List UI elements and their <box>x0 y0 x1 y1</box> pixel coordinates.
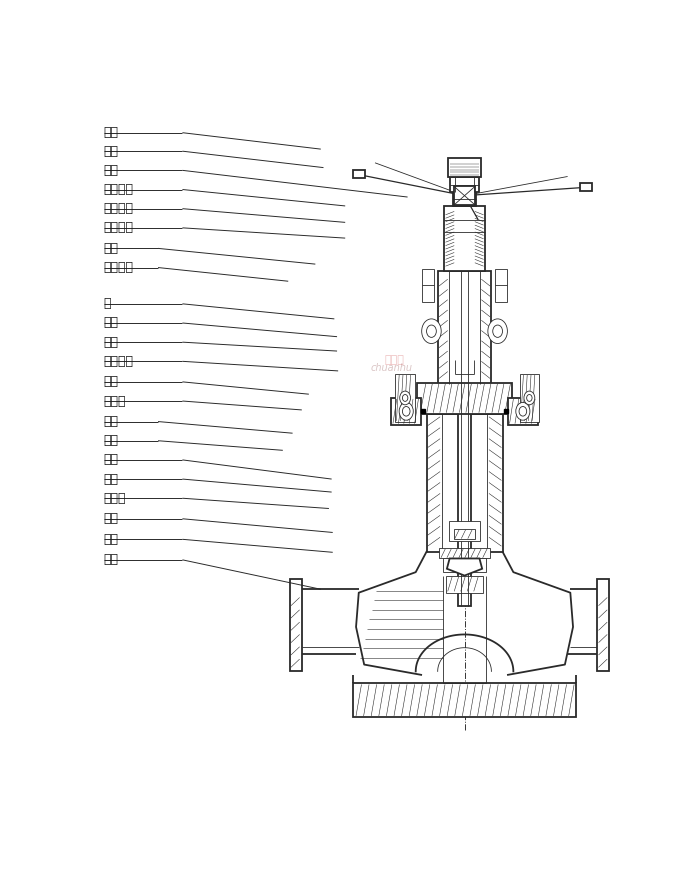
Bar <box>453 192 477 206</box>
Circle shape <box>399 403 413 420</box>
Text: 垫片: 垫片 <box>104 145 119 157</box>
Bar <box>439 549 490 558</box>
Bar <box>496 268 508 301</box>
Text: 阀体: 阀体 <box>104 553 119 566</box>
Bar <box>444 206 484 271</box>
Text: 活节螺栓: 活节螺栓 <box>104 261 134 274</box>
Text: 螺母: 螺母 <box>104 126 119 140</box>
Text: 手轮: 手轮 <box>104 164 119 177</box>
Bar <box>438 271 491 384</box>
Text: 阀盖: 阀盖 <box>104 375 119 388</box>
Bar <box>449 521 480 541</box>
Circle shape <box>493 325 503 337</box>
Bar <box>519 373 539 422</box>
Text: 阀杆螺母: 阀杆螺母 <box>104 183 134 196</box>
Text: 螺柱: 螺柱 <box>104 434 119 447</box>
Bar <box>391 397 421 425</box>
Circle shape <box>402 406 410 416</box>
Bar <box>426 414 503 551</box>
Text: 螺母: 螺母 <box>104 242 119 255</box>
Bar <box>290 579 302 671</box>
Bar <box>598 579 610 671</box>
Bar <box>458 192 471 606</box>
Text: 压盖: 压盖 <box>104 473 119 485</box>
Text: 阀座: 阀座 <box>104 533 119 546</box>
Bar <box>454 529 475 540</box>
Bar <box>417 382 512 414</box>
Text: 密封环: 密封环 <box>104 395 126 407</box>
Circle shape <box>421 319 441 343</box>
Circle shape <box>519 406 526 416</box>
Bar <box>448 158 481 177</box>
Bar <box>454 186 475 205</box>
Circle shape <box>516 403 530 420</box>
Text: 川阀门: 川阀门 <box>384 355 404 365</box>
Circle shape <box>426 325 436 337</box>
Bar <box>421 268 433 301</box>
Circle shape <box>402 395 408 401</box>
Bar <box>508 397 538 425</box>
Text: 填料: 填料 <box>104 336 119 348</box>
Circle shape <box>400 391 411 404</box>
Text: 阀瓣: 阀瓣 <box>104 512 119 525</box>
Circle shape <box>524 391 535 404</box>
Bar <box>580 182 592 191</box>
Text: 螺塞: 螺塞 <box>104 316 119 330</box>
Text: 填料压套: 填料压套 <box>104 221 134 235</box>
Bar <box>450 177 479 192</box>
Polygon shape <box>447 558 482 575</box>
Text: 上密封座: 上密封座 <box>104 355 134 368</box>
Text: chuanhu: chuanhu <box>370 364 412 373</box>
Text: 对开环: 对开环 <box>104 492 126 505</box>
Text: 填料压盘: 填料压盘 <box>104 202 134 215</box>
Bar <box>395 373 415 422</box>
Text: 销: 销 <box>104 297 111 310</box>
Text: 阀杆: 阀杆 <box>104 453 119 467</box>
Circle shape <box>526 395 532 401</box>
Bar <box>354 683 575 717</box>
Bar <box>446 575 483 593</box>
Text: 螺母: 螺母 <box>104 415 119 428</box>
Bar <box>443 558 486 573</box>
Bar <box>354 170 365 178</box>
Circle shape <box>488 319 508 343</box>
